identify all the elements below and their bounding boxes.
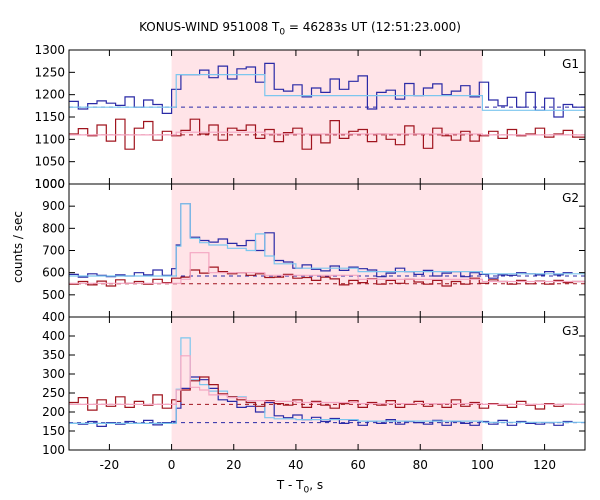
y-tick-label-g2-1000: 1000 [34, 177, 65, 191]
y-tick-label-g2-400: 400 [42, 310, 65, 324]
series-line-g1-g2-counts-2 [69, 118, 585, 150]
shaded-interval-g2 [171, 184, 483, 317]
y-tick-label-g3-350: 350 [42, 348, 65, 362]
y-tick-label-g2-500: 500 [42, 288, 65, 302]
series-line-g3-g1-counts-0 [69, 376, 573, 427]
y-tick-label-g1-1200: 1200 [34, 88, 65, 102]
panel-g2: 400 500 600 700 800 900 1000 G2 [34, 177, 586, 324]
panel-label-g1: G1 [562, 57, 579, 71]
chart-title: KONUS-WIND 951008 T0 = 46283s UT (12:51:… [139, 20, 461, 38]
x-tick-label-120: 120 [533, 458, 556, 472]
series-line-g1-g1-model-1 [69, 74, 585, 111]
y-tick-label-g1-1150: 1150 [34, 110, 65, 124]
series-line-g3-g3-counts-2 [69, 376, 573, 411]
series-line-g2-g3-counts-2 [69, 266, 585, 287]
y-tick-label-g3-200: 200 [42, 405, 65, 419]
y-tick-label-g2-600: 600 [42, 266, 65, 280]
y-tick-label-g3-100: 100 [42, 443, 65, 457]
y-tick-label-g2-700: 700 [42, 244, 65, 258]
y-tick-label-g1-1300: 1300 [34, 43, 65, 57]
shaded-interval-g3 [171, 317, 483, 450]
panel-frame-g3 [68, 316, 586, 451]
x-tick-label-60: 60 [350, 458, 365, 472]
y-tick-label-g1-1050: 1050 [34, 155, 65, 169]
y-tick-label-g2-800: 800 [42, 221, 65, 235]
series-line-g1-g2-model-3 [69, 131, 585, 136]
series-line-g1-g1-counts-0 [69, 62, 585, 118]
x-axis-label: T - T0, s [276, 478, 324, 496]
y-tick-label-g1-1100: 1100 [34, 132, 65, 146]
y-tick-label-g2-900: 900 [42, 199, 65, 213]
y-axis-label: counts / sec [11, 211, 25, 284]
series-line-g3-g3-model-3 [69, 355, 585, 405]
y-tick-label-g3-300: 300 [42, 367, 65, 381]
x-tick-label-40: 40 [288, 458, 303, 472]
x-tick-label-100: 100 [471, 458, 494, 472]
series-line-g2-g2-model-1 [69, 203, 586, 277]
panel-label-g2: G2 [562, 191, 579, 205]
x-tick-label--20: -20 [100, 458, 120, 472]
y-tick-label-g3-250: 250 [42, 386, 65, 400]
shaded-interval-g1 [171, 50, 483, 184]
panel-label-g3: G3 [562, 324, 579, 338]
panel-g1: 1000 1050 1100 1150 1200 1250 1300 G1 [34, 43, 586, 191]
x-tick-label-80: 80 [413, 458, 428, 472]
y-tick-label-g3-150: 150 [42, 424, 65, 438]
y-tick-label-g3-400: 400 [42, 329, 65, 343]
x-tick-label-0: 0 [168, 458, 176, 472]
y-tick-label-g1-1000: 1000 [34, 177, 65, 191]
panel-g3: 100 150 200 250 300 350 400 G3 [42, 316, 586, 457]
y-tick-label-g1-1250: 1250 [34, 65, 65, 79]
series-line-g2-g3-model-3 [69, 252, 586, 284]
x-tick-label-20: 20 [226, 458, 241, 472]
